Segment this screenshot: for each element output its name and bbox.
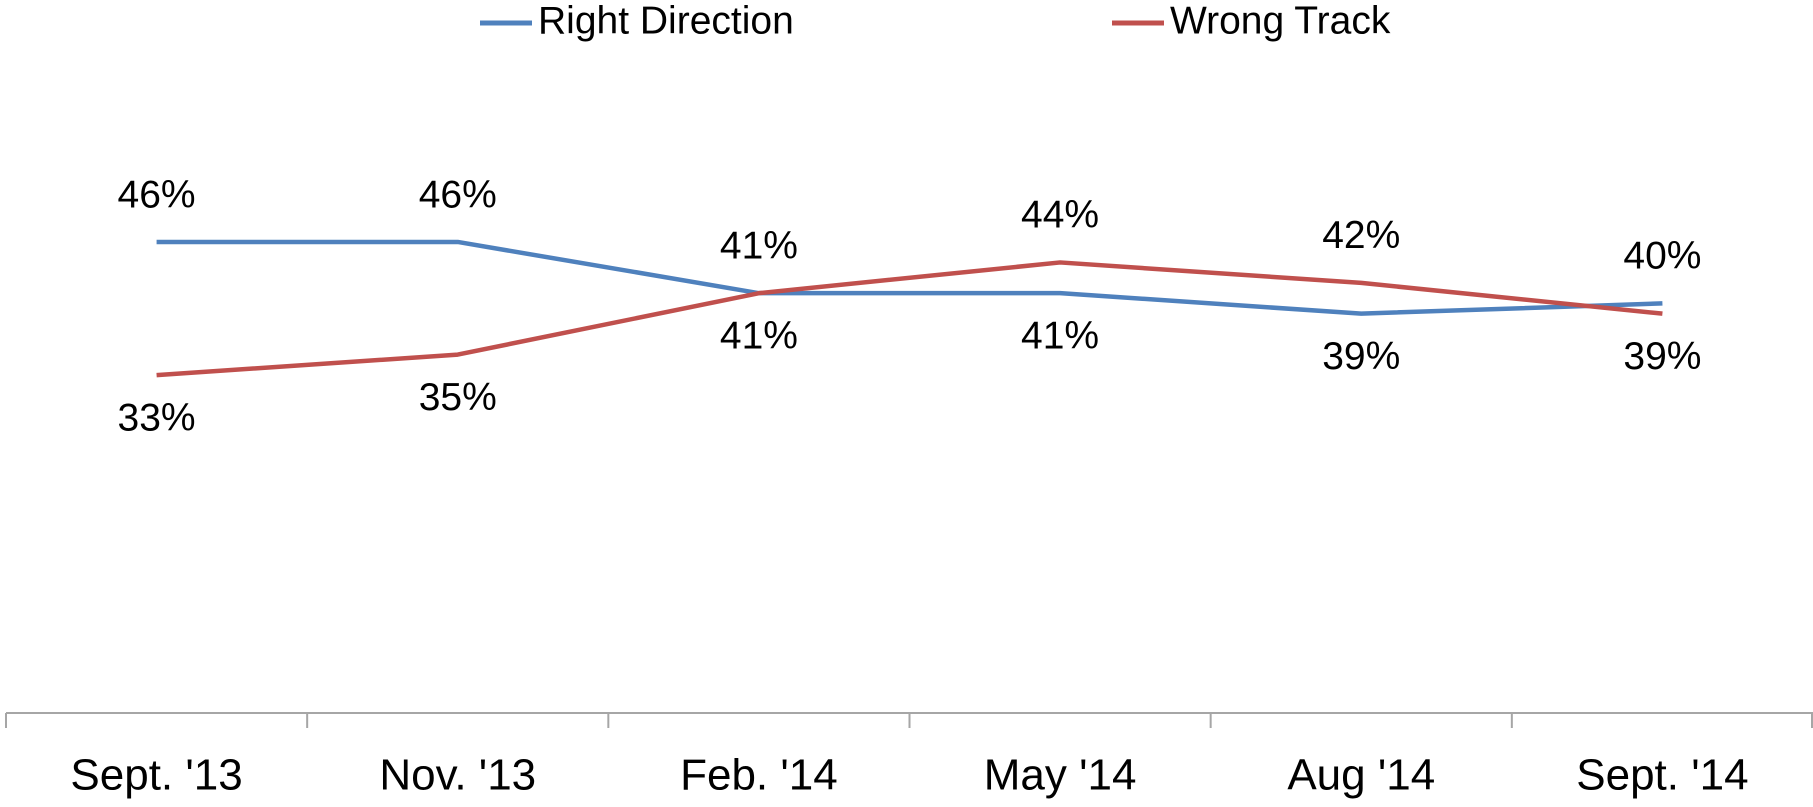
data-label: 41%: [1021, 314, 1099, 357]
x-tick-label: Aug '14: [1287, 751, 1435, 800]
data-label: 42%: [1322, 214, 1400, 257]
x-tick-label: Sept. '14: [1576, 751, 1748, 800]
legend-label: Wrong Track: [1170, 0, 1391, 42]
data-label: 39%: [1322, 335, 1400, 378]
series-line: [156, 239, 1663, 316]
data-label: 44%: [1021, 194, 1099, 237]
data-label: 39%: [1623, 335, 1701, 378]
data-label: 40%: [1623, 235, 1701, 278]
x-tick-label: May '14: [984, 751, 1137, 800]
data-label: 41%: [720, 224, 798, 267]
series-line: [156, 260, 1663, 378]
x-tick-label: Sept. '13: [70, 751, 242, 800]
x-tick-label: Nov. '13: [379, 751, 536, 800]
data-label: 33%: [118, 396, 196, 439]
data-label: 46%: [118, 173, 196, 216]
data-label: 41%: [720, 314, 798, 357]
data-label: 46%: [419, 173, 497, 216]
legend-label: Right Direction: [538, 0, 794, 42]
data-label: 35%: [419, 376, 497, 419]
x-tick-label: Feb. '14: [680, 751, 838, 800]
